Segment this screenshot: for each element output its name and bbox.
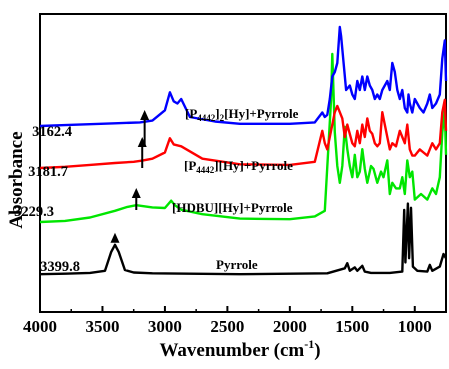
- series-layer: [39, 25, 448, 276]
- series-label-p4442: [P4442][Hy]+Pyrrole: [184, 158, 293, 175]
- series-line-p4442_2: [39, 25, 448, 128]
- peak-label-hdbu: 3229.3: [14, 204, 54, 220]
- peak-arrow-head-pyrrole: [110, 232, 120, 243]
- annotation-layer: Pyrrole 3399.8 [HDBU][Hy]+Pyrrole 3229.3 [P4…: [14, 106, 299, 275]
- x-tick-label: 2500: [210, 317, 244, 336]
- series-label-pyrrole: Pyrrole: [216, 257, 258, 272]
- x-tick-label: 4000: [23, 317, 57, 336]
- plot-frame: [39, 13, 447, 313]
- peak-arrow-head-hdbu: [131, 188, 141, 198]
- y-axis-title: Absorbance: [6, 131, 27, 228]
- x-tick-label: 2000: [273, 317, 307, 336]
- x-axis-title: Wavenumber (cm-1): [159, 337, 320, 361]
- series-label-p4442_2: [P4442]2[Hy]+Pyrrole: [185, 106, 299, 123]
- peak-arrows: [110, 110, 150, 243]
- x-tick-label: 3500: [85, 317, 119, 336]
- peak-label-p4442_2: 3162.4: [32, 124, 72, 140]
- series-line-p4442: [39, 98, 448, 170]
- x-axis: 4000 3500 3000 2500 2000 1500 1000: [23, 306, 432, 336]
- series-line-hdbu: [39, 52, 448, 224]
- peak-arrow-head-p4442_2: [140, 110, 150, 120]
- peak-label-p4442: 3181.7: [28, 164, 68, 180]
- x-tick-label: 1500: [335, 317, 369, 336]
- peak-label-pyrrole: 3399.8: [40, 259, 80, 275]
- x-tick-label: 3000: [148, 317, 182, 336]
- plot-border: [39, 13, 447, 313]
- x-tick-label: 1000: [398, 317, 432, 336]
- series-line-pyrrole: [39, 202, 448, 276]
- series-label-hdbu: [HDBU][Hy]+Pyrrole: [172, 200, 293, 215]
